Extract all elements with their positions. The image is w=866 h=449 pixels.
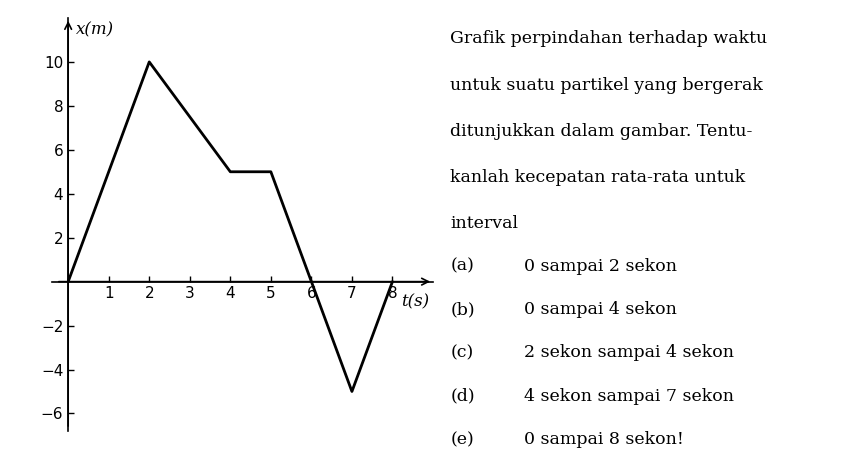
- Text: (d): (d): [450, 387, 475, 405]
- Text: 2 sekon sampai 4 sekon: 2 sekon sampai 4 sekon: [524, 344, 734, 361]
- Text: untuk suatu partikel yang bergerak: untuk suatu partikel yang bergerak: [450, 77, 763, 94]
- Text: 0 sampai 8 sekon!: 0 sampai 8 sekon!: [524, 431, 683, 448]
- Text: t(s): t(s): [401, 294, 429, 311]
- Text: (b): (b): [450, 301, 475, 318]
- Text: 0 sampai 2 sekon: 0 sampai 2 sekon: [524, 258, 676, 274]
- Text: (a): (a): [450, 258, 475, 274]
- Text: (c): (c): [450, 344, 474, 361]
- Text: (e): (e): [450, 431, 474, 448]
- Text: 0 sampai 4 sekon: 0 sampai 4 sekon: [524, 301, 676, 318]
- Text: interval: interval: [450, 216, 519, 233]
- Text: x(m): x(m): [75, 21, 113, 38]
- Text: kanlah kecepatan rata-rata untuk: kanlah kecepatan rata-rata untuk: [450, 169, 746, 186]
- Text: ditunjukkan dalam gambar. Tentu-: ditunjukkan dalam gambar. Tentu-: [450, 123, 753, 140]
- Text: Grafik perpindahan terhadap waktu: Grafik perpindahan terhadap waktu: [450, 31, 767, 47]
- Text: 4 sekon sampai 7 sekon: 4 sekon sampai 7 sekon: [524, 387, 734, 405]
